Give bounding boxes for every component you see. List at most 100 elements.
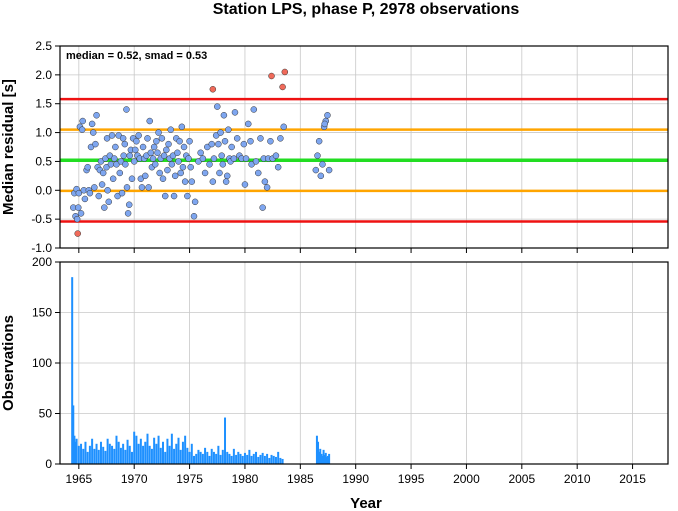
residual-point (101, 204, 108, 211)
residual-point (250, 106, 258, 113)
observation-bar (324, 452, 327, 464)
residual-point (179, 163, 187, 171)
observation-bar (146, 433, 149, 464)
observation-bar (193, 455, 196, 464)
residual-point (274, 163, 282, 171)
observation-bar (277, 451, 280, 464)
residual-point (103, 135, 111, 142)
observation-bar (111, 445, 114, 464)
residual-point (186, 137, 193, 145)
observation-bar (148, 445, 151, 464)
residual-point (267, 137, 274, 145)
residual-x-ticks (78, 248, 634, 253)
residual-point (158, 135, 166, 142)
observation-bar (204, 447, 207, 464)
residual-point (222, 178, 230, 185)
residual-point (139, 143, 147, 151)
residual-point (317, 172, 325, 180)
year-tick-label: 1965 (65, 472, 92, 486)
observation-bar (317, 441, 320, 464)
residual-point (263, 184, 271, 191)
residual-point (252, 158, 260, 165)
observation-bar (272, 455, 275, 464)
residual-point (188, 178, 196, 185)
residual-point (147, 149, 155, 157)
observation-bar (75, 438, 78, 464)
residual-point (124, 210, 132, 217)
residual-point (109, 175, 117, 182)
residual-point (168, 161, 176, 168)
residual-point (178, 123, 186, 131)
observation-bar (318, 451, 321, 464)
residual-point (145, 184, 152, 191)
observation-bar (321, 455, 324, 464)
residual-point (116, 169, 124, 177)
observation-bar (130, 451, 133, 464)
residual-point (138, 184, 146, 191)
observation-bar (170, 433, 173, 464)
residual-point (197, 149, 204, 157)
observation-bar (239, 453, 242, 464)
residual-point (174, 149, 181, 157)
observation-bar (173, 448, 176, 464)
residual-point (108, 132, 116, 139)
residual-point (220, 112, 228, 119)
residual-plot-background (60, 46, 668, 248)
residual-point (75, 204, 82, 211)
residual-point (225, 126, 232, 133)
residual-point (128, 175, 136, 182)
residual-point (176, 137, 183, 145)
observation-bar (72, 405, 75, 464)
residual-point (142, 172, 149, 180)
residual-point (156, 169, 163, 177)
observation-bar (250, 455, 253, 464)
observation-bar (320, 453, 323, 464)
residual-y-tick-label: -0.5 (31, 212, 52, 226)
residual-point (159, 175, 167, 182)
year-tick-label: 1995 (398, 472, 425, 486)
observation-bar (327, 455, 330, 464)
residual-point (104, 187, 111, 194)
year-tick-label: 2005 (508, 472, 535, 486)
stats-annotation: median = 0.52, smad = 0.53 (66, 50, 207, 62)
residual-point (214, 103, 221, 110)
residual-point (170, 192, 178, 200)
observation-bar (82, 448, 85, 464)
observations-y-tick-label: 150 (32, 306, 52, 320)
observation-bar (279, 457, 282, 464)
observation-bar (217, 445, 220, 464)
observation-bar (133, 431, 136, 464)
residual-point (160, 152, 168, 159)
residual-point (177, 169, 184, 177)
observation-bar (248, 449, 251, 464)
residual-point (132, 146, 139, 154)
observation-bar (74, 441, 77, 464)
residual-point (120, 152, 127, 159)
observation-bar (323, 454, 326, 464)
observations-y-tick-label: 200 (32, 255, 52, 269)
residual-point (201, 169, 209, 177)
observation-bar (259, 454, 262, 464)
observation-bar (126, 439, 129, 464)
outlier-point (279, 83, 286, 91)
observation-bar (206, 451, 209, 464)
residual-point (146, 117, 153, 125)
year-tick-label: 2010 (564, 472, 591, 486)
residual-point (191, 198, 199, 206)
observation-bar (241, 455, 244, 464)
residual-point (163, 146, 170, 154)
residual-point (210, 155, 218, 162)
residual-panel: -1.0 -0.5 0.0 0.5 1.0 1.5 2.0 2.5 median = 0.52… (0, 39, 669, 255)
observation-bar (255, 451, 258, 464)
residual-point (126, 152, 134, 159)
observation-bar (144, 441, 147, 464)
observations-y-ticks: 0 50 100 150 200 (32, 255, 60, 471)
residual-point (149, 155, 157, 162)
residual-point (135, 132, 142, 139)
residual-point (259, 204, 266, 211)
observation-bar (175, 443, 178, 464)
year-tick-label: 2015 (619, 472, 646, 486)
residual-point (277, 135, 284, 142)
residual-y-ticks: -1.0 -0.5 0.0 0.5 1.0 1.5 2.0 2.5 (31, 39, 60, 255)
